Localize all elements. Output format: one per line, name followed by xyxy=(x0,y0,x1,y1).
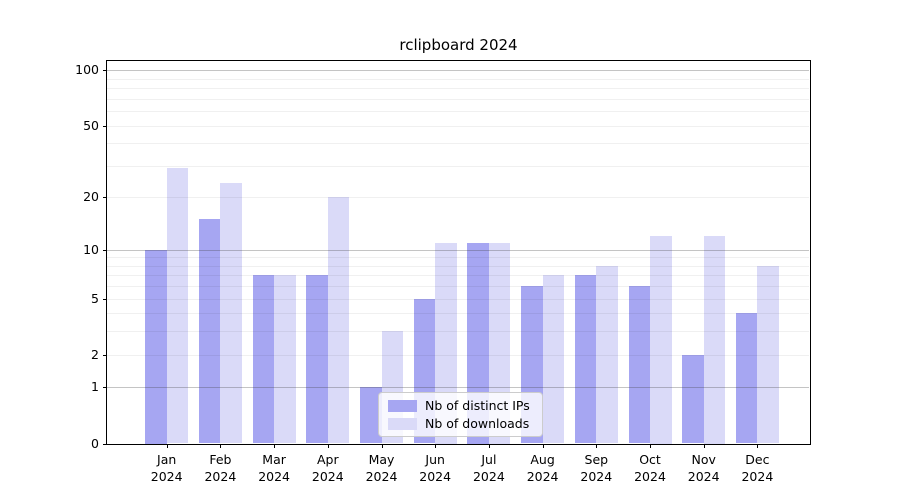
y-gridline-major xyxy=(107,387,809,389)
bar-distinct-ips xyxy=(360,387,382,444)
bar-distinct-ips xyxy=(682,354,704,444)
x-axis-tick-label: Dec 2024 xyxy=(741,452,774,484)
x-axis-tick xyxy=(703,443,705,448)
bar-downloads xyxy=(650,236,672,444)
bar-downloads xyxy=(757,265,779,444)
bar-distinct-ips xyxy=(574,275,597,444)
y-gridline-major xyxy=(107,249,809,251)
x-axis-tick xyxy=(596,443,598,448)
bar-downloads xyxy=(274,275,296,444)
y-gridline-minor xyxy=(107,111,809,112)
y-gridline-minor xyxy=(107,165,809,167)
y-gridline-minor xyxy=(107,88,809,89)
y-axis-tick-label: 50 xyxy=(83,117,99,133)
y-gridline-minor xyxy=(107,286,809,288)
x-axis-tick xyxy=(650,443,651,448)
y-axis-tick xyxy=(103,443,107,445)
bar-downloads xyxy=(166,168,189,444)
bar-downloads xyxy=(542,275,565,444)
x-axis-tick-label: Apr 2024 xyxy=(311,452,344,484)
y-gridline-minor xyxy=(107,125,809,127)
x-axis-tick-label: Sep 2024 xyxy=(580,452,613,484)
x-axis-tick-label: Aug 2024 xyxy=(526,452,559,484)
bar-downloads xyxy=(327,197,350,444)
x-axis-tick-label: Oct 2024 xyxy=(634,452,666,484)
y-gridline-minor xyxy=(107,197,809,199)
y-axis-tick-label: 10 xyxy=(83,241,99,257)
legend-swatch-downloads xyxy=(388,417,417,430)
x-axis-tick-label: Nov 2024 xyxy=(687,452,720,484)
y-axis-tick-label: 2 xyxy=(91,346,99,362)
y-axis-tick xyxy=(103,197,107,199)
y-gridline-minor xyxy=(107,143,809,145)
y-axis-tick xyxy=(103,249,107,251)
y-gridline-minor xyxy=(107,98,809,100)
bar-downloads xyxy=(596,265,618,444)
x-axis-tick xyxy=(166,443,168,448)
y-gridline-minor xyxy=(107,78,809,80)
x-axis-tick xyxy=(757,443,759,448)
x-axis-tick xyxy=(327,443,329,448)
x-axis-tick-label: Jun 2024 xyxy=(419,452,452,484)
bar-downloads xyxy=(220,183,242,444)
x-axis-tick-label: Jul 2024 xyxy=(472,452,505,484)
x-axis-tick-label: May 2024 xyxy=(365,452,398,484)
y-axis-tick xyxy=(103,70,107,72)
y-gridline-minor xyxy=(107,313,809,315)
y-gridline-minor xyxy=(107,257,809,259)
x-axis-tick xyxy=(435,443,437,448)
bar-distinct-ips xyxy=(628,286,650,444)
y-axis-tick xyxy=(103,387,107,389)
legend-label-distinct-ips: Nb of distinct IPs xyxy=(425,397,530,413)
legend-label-downloads: Nb of downloads xyxy=(425,415,530,431)
y-axis-tick-label: 100 xyxy=(75,62,99,78)
chart-title: rclipboard 2024 xyxy=(399,36,518,54)
bar-distinct-ips xyxy=(306,275,328,444)
legend: Nb of distinct IPs Nb of downloads xyxy=(378,392,543,437)
legend-entry-downloads: Nb of downloads xyxy=(379,415,542,431)
x-axis-tick-label: Mar 2024 xyxy=(258,452,290,484)
x-axis-tick xyxy=(542,443,544,448)
x-axis-tick xyxy=(220,443,222,448)
y-axis-tick xyxy=(103,298,107,300)
bar-distinct-ips xyxy=(145,249,167,444)
y-gridline-minor xyxy=(107,331,809,333)
y-gridline-minor xyxy=(107,298,809,300)
bar-distinct-ips xyxy=(735,313,758,444)
y-axis-tick-label: 1 xyxy=(91,379,99,395)
y-axis-tick xyxy=(103,125,107,127)
y-gridline-minor xyxy=(107,275,809,277)
legend-swatch-distinct-ips xyxy=(388,399,417,412)
x-axis-tick xyxy=(381,443,383,448)
bar-distinct-ips xyxy=(198,219,221,444)
y-axis-tick-label: 20 xyxy=(83,189,99,205)
y-axis-tick xyxy=(103,354,107,356)
x-axis-tick-label: Feb 2024 xyxy=(204,452,237,484)
x-axis-tick-label: Jan 2024 xyxy=(150,452,183,484)
bar-downloads xyxy=(703,236,726,444)
x-axis-tick xyxy=(274,443,276,448)
y-gridline-minor xyxy=(107,265,809,267)
y-gridline-major xyxy=(107,70,809,72)
legend-entry-distinct-ips: Nb of distinct IPs xyxy=(379,397,542,413)
x-axis-tick xyxy=(488,443,490,448)
y-gridline-minor xyxy=(107,354,809,356)
bar-distinct-ips xyxy=(252,275,275,444)
y-axis-tick-label: 0 xyxy=(91,435,99,451)
y-axis-tick-label: 5 xyxy=(91,290,99,306)
